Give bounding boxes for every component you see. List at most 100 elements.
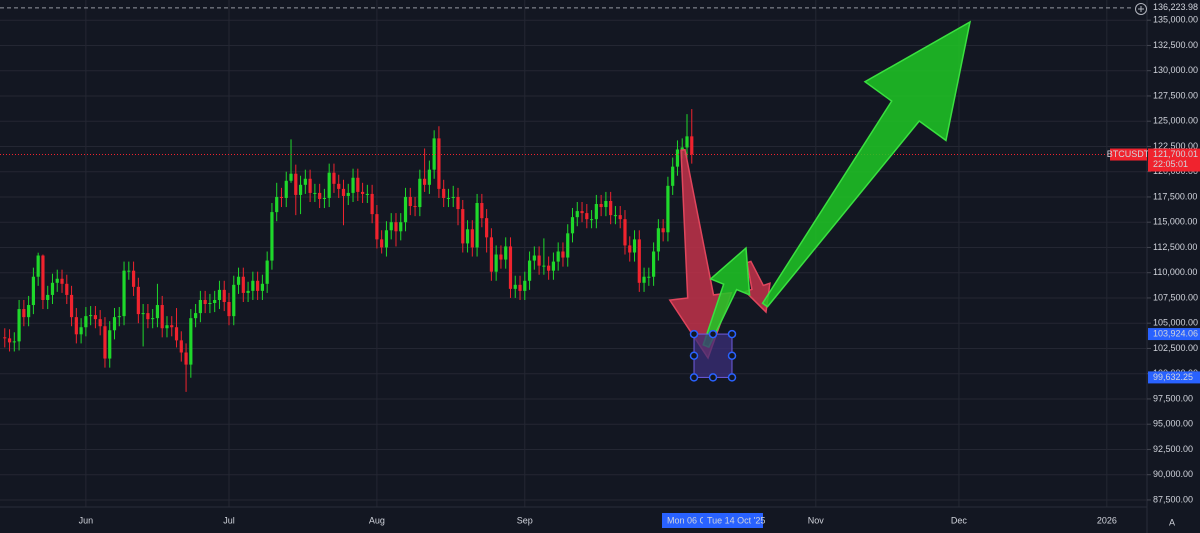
time-label: Mon 06 O <box>667 515 707 525</box>
resize-handle[interactable] <box>689 351 699 360</box>
symbol-tag <box>1110 148 1147 161</box>
candle-body <box>232 284 236 317</box>
candle-body <box>547 265 551 271</box>
candle-body <box>685 136 689 148</box>
candle-body <box>3 337 7 339</box>
y-tick-label: 92,500.00 <box>1153 444 1193 454</box>
candle-body <box>184 352 188 365</box>
candle-body <box>198 299 202 314</box>
candle-body <box>146 313 150 320</box>
candle-body <box>246 290 250 293</box>
candle-body <box>604 200 608 208</box>
auto-scale-button[interactable]: A <box>1169 517 1175 527</box>
candle-body <box>370 193 374 215</box>
candle-body <box>279 196 284 198</box>
candle-body <box>289 173 293 181</box>
candle-body <box>174 327 179 341</box>
candle-body <box>642 276 646 283</box>
candle-body <box>65 283 69 295</box>
resize-handle[interactable] <box>727 373 737 382</box>
resize-handle[interactable] <box>727 329 737 339</box>
candle-body <box>465 229 470 244</box>
candle-body <box>194 313 198 319</box>
candle-body <box>165 325 169 329</box>
last-price-tag <box>1148 148 1200 172</box>
resize-handle[interactable] <box>708 373 718 382</box>
candle-body <box>489 237 493 272</box>
candle-body <box>112 317 117 331</box>
resize-handle[interactable] <box>689 373 699 382</box>
range-price-label: 103,924.06 <box>1153 328 1198 338</box>
resize-handle[interactable] <box>689 329 699 339</box>
time-label: Tue 14 Oct '25 <box>707 515 765 525</box>
candle-body <box>222 289 226 302</box>
y-tick-label: 127,500.00 <box>1153 90 1198 100</box>
candle-body <box>480 203 484 219</box>
resize-handle[interactable] <box>727 351 737 360</box>
candle-body <box>89 315 93 317</box>
candle-body <box>647 276 651 278</box>
arrow-drawing[interactable] <box>761 20 972 308</box>
high-marker-label: 136,223.98 <box>1153 2 1198 12</box>
candle-body <box>446 197 451 199</box>
candle-body <box>623 219 627 246</box>
candle-body <box>55 278 59 283</box>
candle-body <box>284 180 288 198</box>
candle-body <box>322 197 327 199</box>
candle-body <box>470 229 474 248</box>
candle-body <box>275 196 279 213</box>
candle-body <box>680 147 684 150</box>
candle-body <box>427 169 431 185</box>
candle-body <box>461 209 465 244</box>
candle-body <box>360 191 365 194</box>
candle-body <box>661 228 665 233</box>
resize-handle[interactable] <box>708 329 718 339</box>
time-tag <box>703 513 763 528</box>
candle-body <box>308 178 312 193</box>
candle-body <box>131 270 136 287</box>
candle-body <box>241 276 245 293</box>
candle-body <box>494 254 498 272</box>
candle-body <box>504 246 508 260</box>
candle-body <box>74 317 78 335</box>
candle-body <box>432 138 436 170</box>
candle-body <box>675 149 680 167</box>
candle-body <box>527 260 532 281</box>
candle-body <box>170 325 174 328</box>
candle-body <box>251 280 255 291</box>
candle-body <box>17 309 21 342</box>
candle-body <box>136 286 140 315</box>
candle-body <box>208 303 212 305</box>
add-button[interactable] <box>1135 3 1147 15</box>
y-tick-label: 112,500.00 <box>1153 242 1197 252</box>
candle-body <box>523 280 527 291</box>
range-price-tag <box>1148 328 1200 341</box>
candle-body <box>298 184 303 195</box>
candle-body <box>22 309 26 318</box>
candle-body <box>408 196 412 207</box>
candle-body <box>570 217 575 234</box>
candle-body <box>217 289 222 300</box>
candle-body <box>160 305 164 329</box>
candle-body <box>12 341 16 343</box>
candle-body <box>108 330 112 359</box>
candle-body <box>513 284 517 289</box>
range-rectangle[interactable] <box>693 333 733 378</box>
candle-body <box>403 196 408 223</box>
candle-body <box>537 255 541 266</box>
y-tick-label: 90,000.00 <box>1153 469 1193 479</box>
y-tick-label: 107,500.00 <box>1153 292 1198 302</box>
y-tick-label: 125,000.00 <box>1153 116 1198 126</box>
candle-body <box>103 326 107 359</box>
candle-body <box>203 299 207 305</box>
y-tick-label: 102,500.00 <box>1153 343 1198 353</box>
candle-body <box>294 173 298 195</box>
candle-body <box>451 196 455 198</box>
candle-body <box>122 270 126 317</box>
candle-body <box>666 185 670 233</box>
x-tick-label: Jul <box>223 515 235 525</box>
candle-body <box>327 172 331 198</box>
candle-body <box>556 251 560 262</box>
